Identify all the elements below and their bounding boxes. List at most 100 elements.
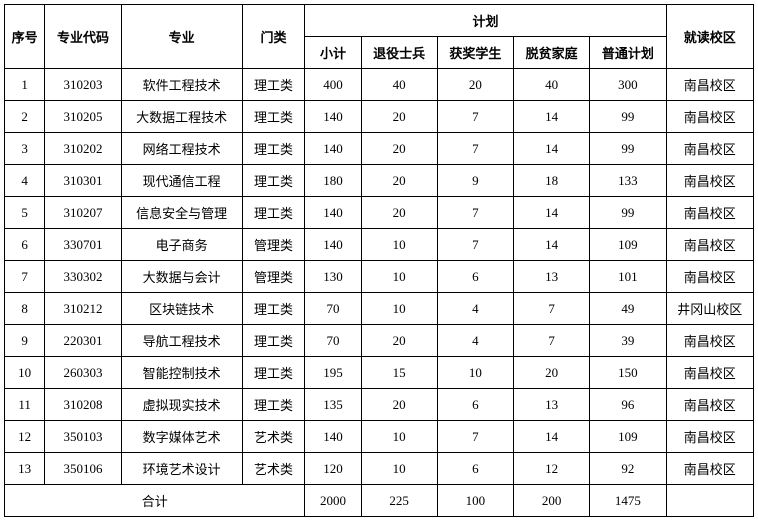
- cell-awd: 4: [437, 325, 513, 357]
- cell-major: 虚拟现实技术: [121, 389, 242, 421]
- cell-sub: 120: [305, 453, 361, 485]
- cell-major: 导航工程技术: [121, 325, 242, 357]
- total-gen: 1475: [590, 485, 666, 517]
- cell-gen: 109: [590, 229, 666, 261]
- table-row: 6330701电子商务管理类14010714109南昌校区: [5, 229, 754, 261]
- cell-idx: 1: [5, 69, 45, 101]
- cell-sub: 140: [305, 229, 361, 261]
- cell-ret: 10: [361, 293, 437, 325]
- cell-idx: 13: [5, 453, 45, 485]
- cell-pov: 14: [513, 101, 589, 133]
- cell-idx: 11: [5, 389, 45, 421]
- cell-pov: 12: [513, 453, 589, 485]
- hdr-poverty: 脱贫家庭: [513, 37, 589, 69]
- cell-ret: 10: [361, 453, 437, 485]
- cell-campus: 井冈山校区: [666, 293, 754, 325]
- cell-major: 网络工程技术: [121, 133, 242, 165]
- hdr-idx: 序号: [5, 5, 45, 69]
- cell-ret: 20: [361, 325, 437, 357]
- cell-cat: 理工类: [242, 197, 305, 229]
- cell-awd: 9: [437, 165, 513, 197]
- total-ret: 225: [361, 485, 437, 517]
- cell-major: 区块链技术: [121, 293, 242, 325]
- cell-pov: 18: [513, 165, 589, 197]
- cell-awd: 7: [437, 229, 513, 261]
- cell-ret: 20: [361, 389, 437, 421]
- cell-idx: 2: [5, 101, 45, 133]
- cell-pov: 7: [513, 293, 589, 325]
- cell-ret: 10: [361, 261, 437, 293]
- cell-campus: 南昌校区: [666, 453, 754, 485]
- cell-code: 330701: [45, 229, 121, 261]
- cell-ret: 20: [361, 133, 437, 165]
- cell-sub: 140: [305, 421, 361, 453]
- table-row: 5310207信息安全与管理理工类1402071499南昌校区: [5, 197, 754, 229]
- cell-awd: 7: [437, 421, 513, 453]
- table-row: 4310301现代通信工程理工类18020918133南昌校区: [5, 165, 754, 197]
- cell-gen: 150: [590, 357, 666, 389]
- cell-cat: 理工类: [242, 357, 305, 389]
- cell-major: 大数据工程技术: [121, 101, 242, 133]
- table-row: 13350106环境艺术设计艺术类1201061292南昌校区: [5, 453, 754, 485]
- cell-code: 330302: [45, 261, 121, 293]
- table-row: 10260303智能控制技术理工类195151020150南昌校区: [5, 357, 754, 389]
- cell-cat: 艺术类: [242, 453, 305, 485]
- cell-awd: 7: [437, 101, 513, 133]
- cell-gen: 133: [590, 165, 666, 197]
- table-row: 3310202网络工程技术理工类1402071499南昌校区: [5, 133, 754, 165]
- cell-campus: 南昌校区: [666, 229, 754, 261]
- hdr-award: 获奖学生: [437, 37, 513, 69]
- table-body: 1310203软件工程技术理工类400402040300南昌校区2310205大…: [5, 69, 754, 485]
- cell-pov: 13: [513, 261, 589, 293]
- cell-pov: 14: [513, 421, 589, 453]
- cell-gen: 92: [590, 453, 666, 485]
- cell-code: 310205: [45, 101, 121, 133]
- cell-major: 智能控制技术: [121, 357, 242, 389]
- cell-pov: 7: [513, 325, 589, 357]
- cell-awd: 7: [437, 133, 513, 165]
- cell-campus: 南昌校区: [666, 133, 754, 165]
- cell-gen: 39: [590, 325, 666, 357]
- cell-pov: 14: [513, 229, 589, 261]
- cell-major: 信息安全与管理: [121, 197, 242, 229]
- cell-awd: 4: [437, 293, 513, 325]
- cell-sub: 195: [305, 357, 361, 389]
- cell-code: 260303: [45, 357, 121, 389]
- cell-code: 220301: [45, 325, 121, 357]
- cell-ret: 40: [361, 69, 437, 101]
- cell-campus: 南昌校区: [666, 197, 754, 229]
- cell-pov: 13: [513, 389, 589, 421]
- cell-major: 数字媒体艺术: [121, 421, 242, 453]
- table-row: 7330302大数据与会计管理类13010613101南昌校区: [5, 261, 754, 293]
- cell-code: 350106: [45, 453, 121, 485]
- cell-sub: 140: [305, 197, 361, 229]
- cell-awd: 10: [437, 357, 513, 389]
- cell-campus: 南昌校区: [666, 421, 754, 453]
- cell-idx: 6: [5, 229, 45, 261]
- total-campus: [666, 485, 754, 517]
- hdr-subtotal: 小计: [305, 37, 361, 69]
- cell-pov: 40: [513, 69, 589, 101]
- table-footer: 合计 2000 225 100 200 1475: [5, 485, 754, 517]
- cell-sub: 140: [305, 133, 361, 165]
- cell-pov: 20: [513, 357, 589, 389]
- cell-code: 310207: [45, 197, 121, 229]
- cell-sub: 140: [305, 101, 361, 133]
- cell-awd: 6: [437, 389, 513, 421]
- cell-code: 310203: [45, 69, 121, 101]
- cell-ret: 10: [361, 421, 437, 453]
- cell-gen: 96: [590, 389, 666, 421]
- table-header: 序号 专业代码 专业 门类 计划 就读校区 小计 退役士兵 获奖学生 脱贫家庭 …: [5, 5, 754, 69]
- cell-ret: 20: [361, 197, 437, 229]
- cell-awd: 6: [437, 261, 513, 293]
- cell-campus: 南昌校区: [666, 325, 754, 357]
- cell-awd: 20: [437, 69, 513, 101]
- hdr-plan: 计划: [305, 5, 666, 37]
- cell-campus: 南昌校区: [666, 389, 754, 421]
- cell-major: 现代通信工程: [121, 165, 242, 197]
- cell-cat: 理工类: [242, 165, 305, 197]
- hdr-major: 专业: [121, 5, 242, 69]
- cell-gen: 101: [590, 261, 666, 293]
- cell-gen: 49: [590, 293, 666, 325]
- cell-major: 大数据与会计: [121, 261, 242, 293]
